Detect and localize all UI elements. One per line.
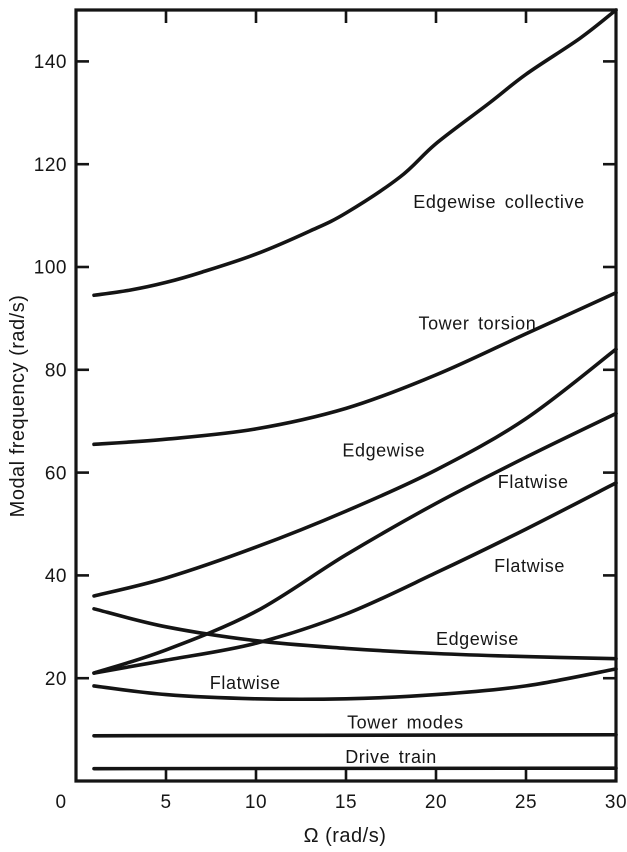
curve-flatwise-3 xyxy=(92,411,618,675)
y-tick-label: 100 xyxy=(34,258,67,279)
x-tick-label: 0 xyxy=(55,792,66,813)
curve-label-flatwise-4: Flatwise xyxy=(494,556,565,576)
curve-edgewise-collective-0 xyxy=(92,8,618,298)
curve-label-flatwise-3: Flatwise xyxy=(498,472,569,492)
curve-drive-train-8 xyxy=(92,766,618,771)
curve-flatwise-4 xyxy=(92,481,618,675)
x-tick-label: 10 xyxy=(245,792,267,813)
plot-frame xyxy=(74,8,618,783)
y-tick-label: 120 xyxy=(34,155,67,176)
curve-label-edgewise-collective-0: Edgewise collective xyxy=(413,192,584,212)
x-tick-label: 5 xyxy=(160,792,171,813)
curve-label-tower-modes-7: Tower modes xyxy=(347,712,464,732)
x-tick-label: 25 xyxy=(515,792,537,813)
curve-edgewise-5 xyxy=(92,607,618,661)
y-tick-label: 60 xyxy=(45,463,67,484)
x-tick-label: 15 xyxy=(335,792,357,813)
x-axis-label: Ω (rad/s) xyxy=(304,825,387,847)
y-axis-label: Modal frequency (rad/s) xyxy=(7,295,29,518)
curve-edgewise-2 xyxy=(92,347,618,598)
x-tick-label: 30 xyxy=(605,792,627,813)
curve-label-drive-train-8: Drive train xyxy=(345,747,437,767)
plot-area: 0 5 10 15 20 25 30 20 40 60 80 100 120 140 Edgewise co… xyxy=(34,8,627,813)
curve-tower-modes-7 xyxy=(92,732,618,738)
y-tick-label: 140 xyxy=(34,52,67,73)
curve-label-flatwise-6: Flatwise xyxy=(210,673,281,693)
curve-tower-torsion-1 xyxy=(92,290,618,447)
x-tick-label: 20 xyxy=(425,792,447,813)
curve-flatwise-6 xyxy=(92,667,618,702)
y-tick-label: 40 xyxy=(45,566,67,587)
y-tick-label: 20 xyxy=(45,669,67,690)
curve-label-edgewise-2: Edgewise xyxy=(342,440,425,460)
curve-label-edgewise-5: Edgewise xyxy=(436,629,519,649)
curve-label-tower-torsion-1: Tower torsion xyxy=(418,314,536,334)
y-tick-label: 80 xyxy=(45,360,67,381)
